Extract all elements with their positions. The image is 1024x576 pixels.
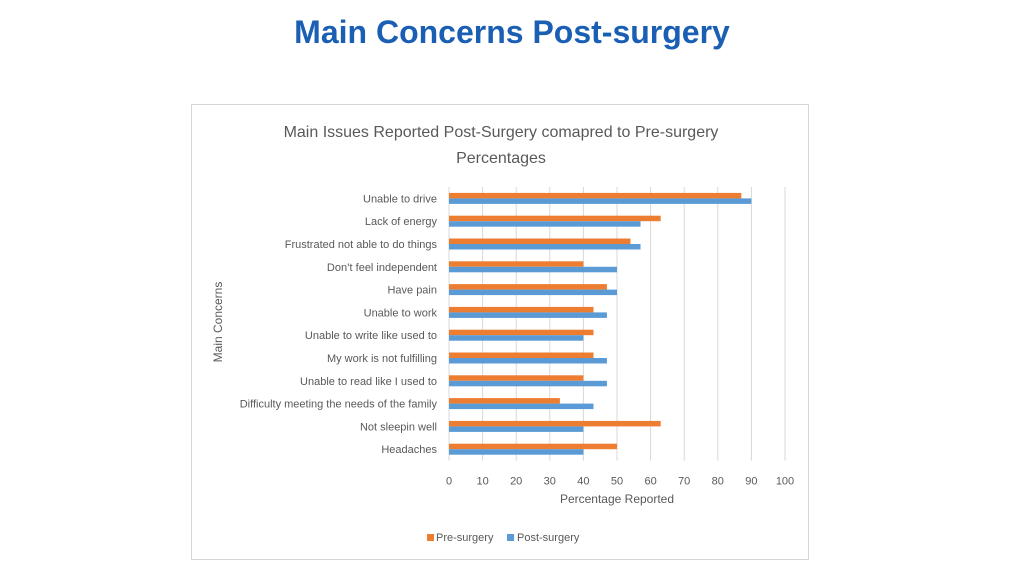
bars [449,192,752,455]
category-label: Frustrated not able to do things [285,239,438,251]
chart-frame: Main Issues Reported Post-Surgery comapr… [191,104,809,560]
bar-pre-surgery [449,398,560,404]
bar-post-surgery [449,198,752,204]
x-tick-label: 20 [510,476,522,488]
category-label: Unable to write like used to [305,330,437,342]
bar-post-surgery [449,403,594,410]
category-label: Unable to drive [363,193,437,205]
bar-post-surgery [449,244,641,250]
bar-post-surgery [449,289,617,296]
bar-chart: Main Issues Reported Post-Surgery comapr… [211,124,794,544]
bar-post-surgery [449,426,584,432]
chart-title-line-2: Percentages [456,150,546,167]
bar-post-surgery [449,335,584,341]
x-tick-label: 70 [678,476,690,488]
y-axis-label: Main Concerns [211,282,225,363]
bar-pre-surgery [449,306,594,313]
bar-pre-surgery [449,375,584,381]
legend-swatch-post-surgery [507,534,514,541]
bar-pre-surgery [449,215,661,222]
category-label: My work is not fulfilling [327,353,437,365]
bar-pre-surgery [449,261,584,267]
bar-post-surgery [449,221,641,227]
bar-pre-surgery [449,329,594,336]
category-label: Not sleepin well [360,421,437,433]
bar-post-surgery [449,358,607,364]
bar-pre-surgery [449,443,617,450]
legend-swatch-pre-surgery [427,534,434,541]
x-tick-labels: 0 10 20 30 40 50 60 70 80 90 100 [446,476,794,488]
category-label: Headaches [381,444,437,456]
bar-pre-surgery [449,238,631,244]
x-tick-label: 90 [745,476,757,488]
bar-post-surgery [449,380,607,387]
legend-label-post-surgery: Post-surgery [517,532,580,544]
category-label: Lack of energy [365,216,438,228]
category-label: Unable to read like I used to [300,376,437,388]
x-tick-label: 80 [712,476,724,488]
bar-post-surgery [449,312,607,318]
legend: Pre-surgery Post-surgery [427,532,580,544]
x-tick-label: 50 [611,476,623,488]
bar-pre-surgery [449,284,607,290]
x-tick-label: 60 [644,476,656,488]
category-label: Difficulty meeting the needs of the fami… [240,399,438,411]
chart-title-line-1: Main Issues Reported Post-Surgery comapr… [284,124,719,141]
x-tick-label: 40 [577,476,589,488]
category-label: Have pain [387,285,437,297]
x-tick-label: 30 [544,476,556,488]
bar-pre-surgery [449,192,742,199]
bar-post-surgery [449,449,584,455]
category-label: Don’t feel independent [327,262,437,274]
legend-label-pre-surgery: Pre-surgery [436,532,494,544]
category-label: Unable to work [364,307,438,319]
bar-pre-surgery [449,420,661,427]
bar-post-surgery [449,266,617,273]
x-tick-label: 0 [446,476,452,488]
x-tick-label: 10 [476,476,488,488]
slide-title: Main Concerns Post-surgery [294,14,730,50]
x-tick-label: 100 [776,476,794,488]
category-labels: Unable to drive Lack of energy Frustrated … [240,193,438,456]
grid-lines [448,187,786,461]
x-axis-label: Percentage Reported [560,492,674,506]
bar-pre-surgery [449,352,594,358]
